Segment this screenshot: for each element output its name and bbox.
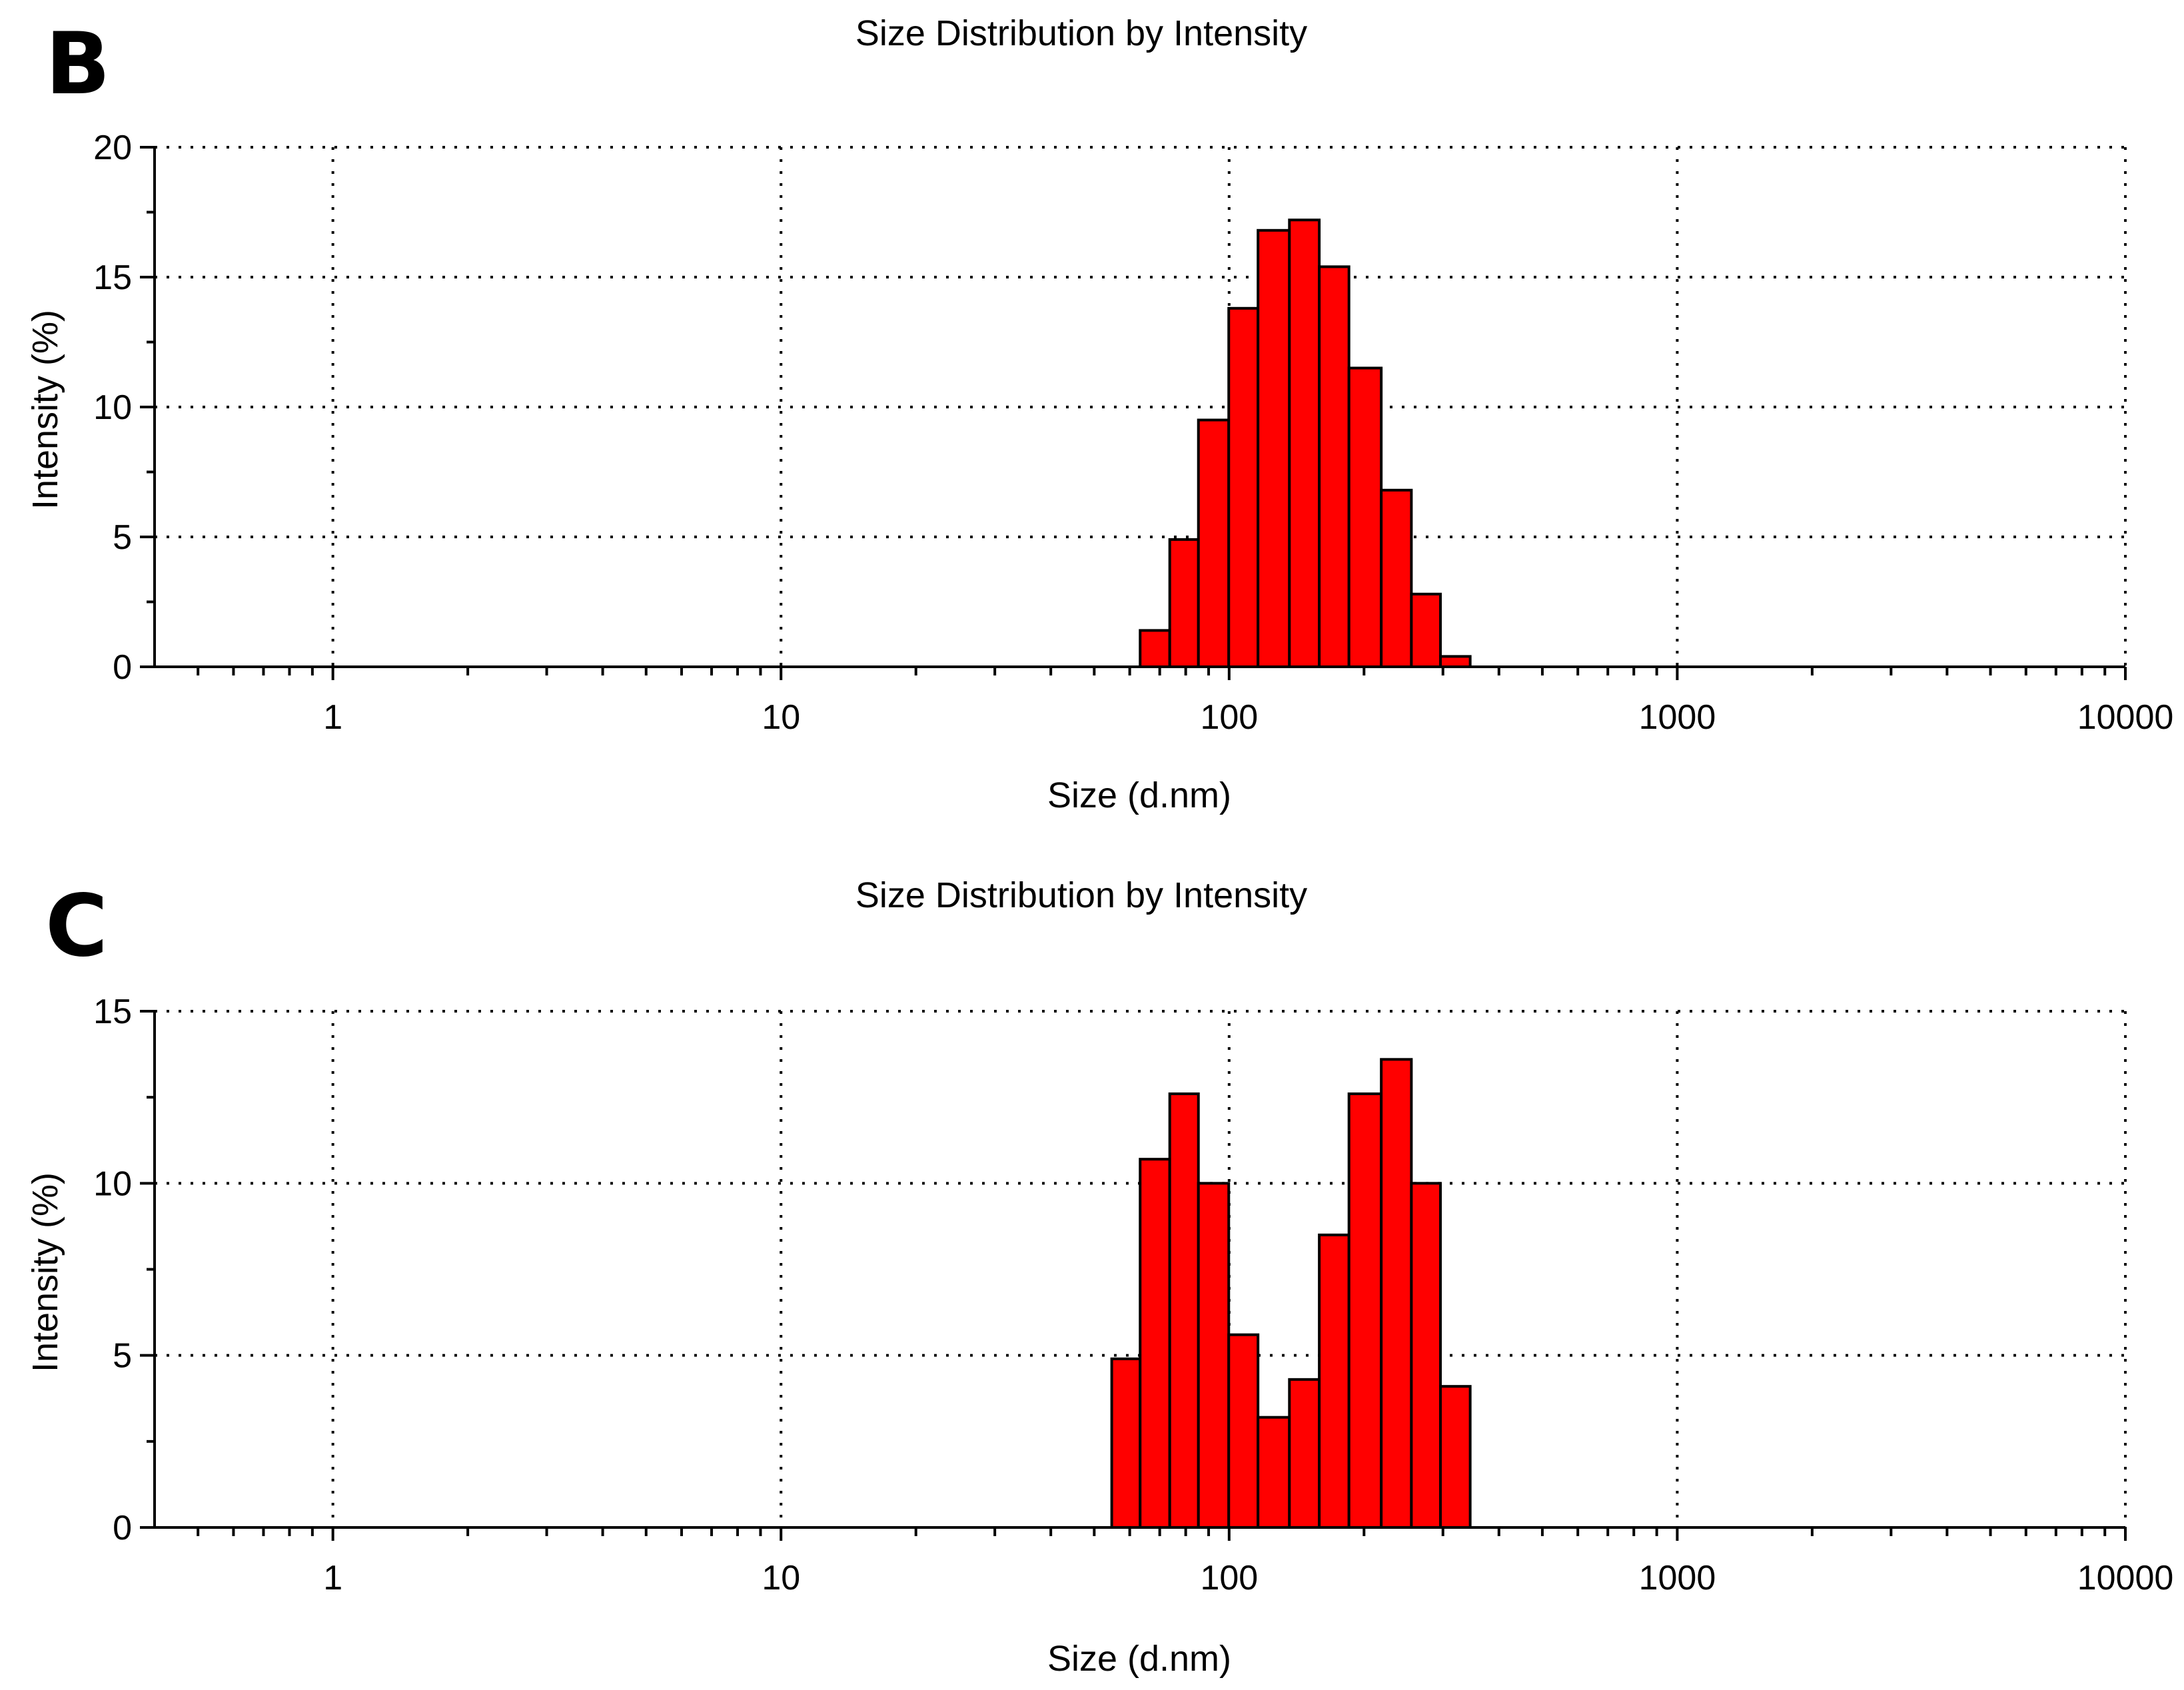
x-axis-label-c: Size (d.nm)	[1047, 1639, 1231, 1679]
bar-b-6	[1318, 265, 1351, 668]
bar-c-3	[1197, 1182, 1231, 1529]
x-tick-label-c: 10	[762, 1559, 800, 1597]
bar-c-9	[1380, 1058, 1413, 1529]
plot-area-b: 0 5 10 15 20 1 10 100 1000 10000	[93, 129, 2173, 737]
y-tick-label-b: 0	[113, 648, 132, 687]
bar-b-2	[1197, 418, 1231, 668]
bar-c-8	[1347, 1092, 1383, 1529]
y-tick-label-b: 5	[113, 518, 132, 557]
bar-b-7	[1347, 366, 1383, 668]
x-tick-label-b: 1	[323, 698, 342, 737]
bar-b-10	[1439, 655, 1472, 669]
x-tick-label-c: 10000	[2077, 1559, 2174, 1597]
plot-area-c: 0 5 10 15 1 10 100 1000 10000	[93, 993, 2173, 1597]
panel-label-c: C	[45, 877, 108, 976]
bar-b-9	[1410, 592, 1442, 668]
bar-b-4	[1257, 228, 1291, 668]
y-tick-label-c: 0	[113, 1509, 132, 1547]
chart-title-c: Size Distribution by Intensity	[855, 875, 1307, 915]
bar-b-5	[1288, 218, 1321, 668]
x-tick-label-b: 1000	[1639, 698, 1716, 737]
bar-c-0	[1110, 1357, 1142, 1529]
y-tick-label-b: 10	[93, 388, 132, 427]
panel-c: C Size Distribution by Intensity Size (d…	[25, 875, 2173, 1679]
bar-c-4	[1227, 1333, 1260, 1529]
y-tick-label-b: 20	[93, 129, 132, 167]
x-tick-label-c: 100	[1200, 1559, 1258, 1597]
bar-c-7	[1318, 1233, 1351, 1529]
x-tick-label-c: 1	[323, 1559, 342, 1597]
bar-c-2	[1168, 1092, 1200, 1529]
y-tick-label-b: 15	[93, 258, 132, 297]
y-tick-label-c: 15	[93, 993, 132, 1031]
x-tick-label-b: 10000	[2077, 698, 2174, 737]
y-axis-label-c: Intensity (%)	[25, 1172, 65, 1372]
x-tick-label-c: 1000	[1639, 1559, 1716, 1597]
bar-c-11	[1439, 1385, 1472, 1529]
panel-b: B Size Distribution by Intensity Size (d…	[25, 13, 2173, 815]
y-tick-label-c: 5	[113, 1337, 132, 1376]
bar-b-0	[1139, 629, 1171, 669]
x-axis-label-b: Size (d.nm)	[1047, 775, 1231, 815]
panel-label-b: B	[45, 15, 111, 114]
bar-c-10	[1410, 1182, 1442, 1529]
x-tick-label-b: 100	[1200, 698, 1258, 737]
bar-c-1	[1139, 1158, 1171, 1529]
bar-c-5	[1257, 1416, 1291, 1529]
bar-b-1	[1168, 538, 1200, 669]
bar-b-8	[1380, 488, 1413, 668]
chart-title-b: Size Distribution by Intensity	[855, 13, 1307, 53]
y-axis-label-b: Intensity (%)	[25, 310, 65, 510]
x-tick-label-b: 10	[762, 698, 800, 737]
bar-c-6	[1288, 1378, 1321, 1529]
y-tick-label-c: 10	[93, 1164, 132, 1203]
bar-b-3	[1227, 306, 1260, 668]
